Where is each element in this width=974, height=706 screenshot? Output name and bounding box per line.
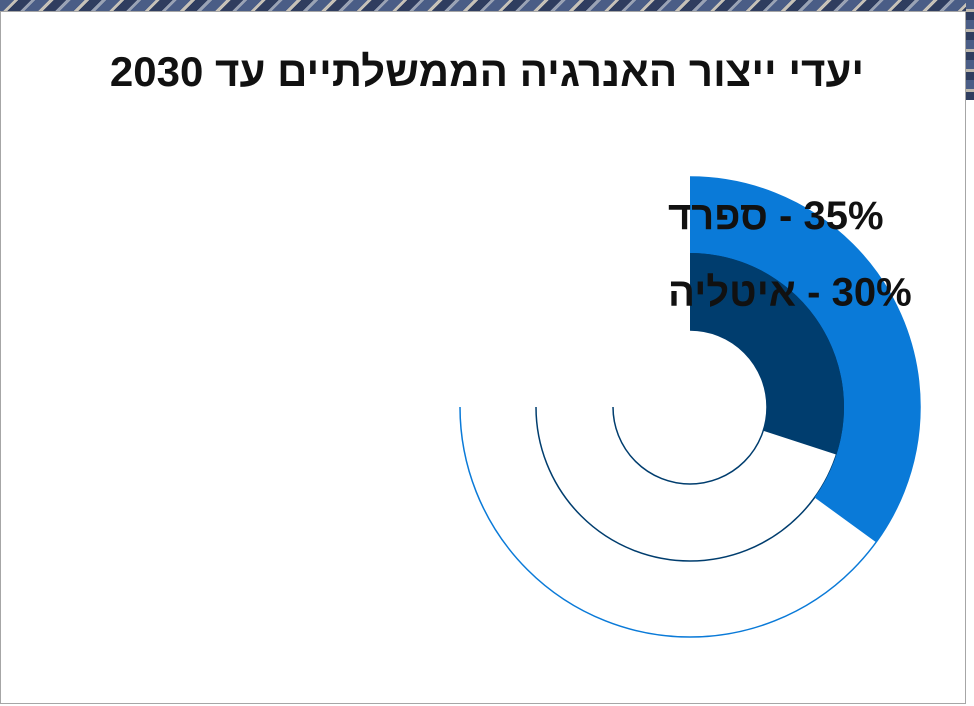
bar-2	[690, 253, 845, 455]
slide-title: יעדי ייצור האנרגיה הממשלתיים עד 2030	[109, 48, 865, 95]
series-label-2: 30% - איטליה	[668, 271, 912, 315]
bar-1	[690, 177, 920, 543]
background-photo-strip	[0, 0, 974, 14]
series-label-1: 35% - ספרד	[668, 194, 884, 238]
background-photo-edge	[966, 0, 974, 100]
track-arc-3	[612, 329, 768, 485]
